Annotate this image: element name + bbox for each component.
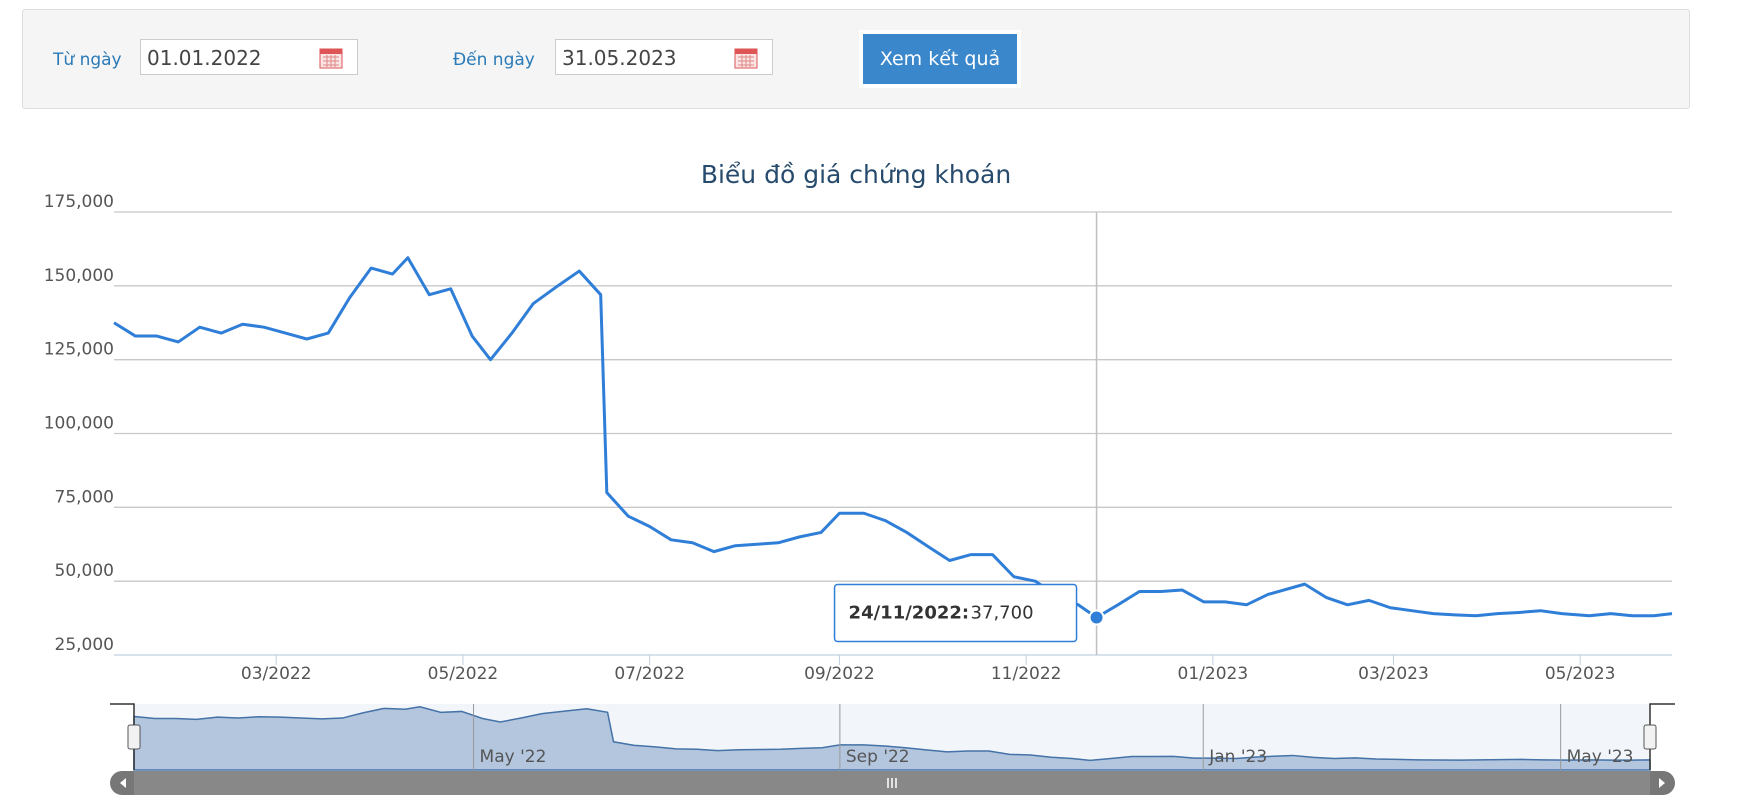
from-label: Từ ngày	[53, 50, 122, 70]
navigator-label: May '22	[480, 747, 547, 767]
navigator-label: May '23	[1567, 747, 1634, 767]
tooltip: 24/11/2022: 37,700	[833, 583, 1078, 643]
y-tick-label: 125,000	[44, 340, 114, 360]
x-tick-label: 01/2023	[1178, 664, 1249, 684]
y-tick-label: 75,000	[55, 487, 114, 507]
tooltip-value: 37,700	[971, 602, 1034, 623]
to-value: 31.05.2023	[562, 46, 677, 70]
scrollbar-grip	[887, 778, 897, 788]
from-value: 01.01.2022	[147, 46, 262, 70]
navigator-handle[interactable]	[1643, 724, 1657, 750]
date-form: Từ ngày 01.01.2022 Đến ngày 31.05.2023 X…	[22, 9, 1690, 109]
x-tick-label: 03/2023	[1358, 664, 1429, 684]
y-tick-label: 175,000	[44, 192, 114, 212]
x-tick-label: 03/2022	[241, 664, 312, 684]
scroll-left[interactable]	[120, 778, 126, 788]
tooltip-date: 24/11/2022:	[849, 602, 970, 623]
tooltip-box	[833, 583, 1078, 643]
x-tick-label: 11/2022	[991, 664, 1062, 684]
from-input[interactable]: 01.01.2022	[140, 39, 358, 75]
navigator-label: Sep '22	[846, 747, 910, 767]
x-tick-label: 07/2022	[614, 664, 685, 684]
y-tick-label: 150,000	[44, 266, 114, 286]
calendar-icon[interactable]	[319, 47, 343, 69]
x-tick-label: 05/2023	[1545, 664, 1616, 684]
navigator-area	[133, 706, 1651, 771]
navigator-label: Jan '23	[1208, 747, 1267, 767]
calendar-icon[interactable]	[734, 47, 758, 69]
navigator-handle[interactable]	[127, 724, 141, 750]
x-tick-label: 09/2022	[804, 664, 875, 684]
hover-point	[1088, 609, 1105, 626]
submit-button[interactable]: Xem kết quả	[859, 30, 1021, 88]
to-label: Đến ngày	[453, 50, 535, 70]
x-tick-label: 05/2022	[428, 664, 499, 684]
y-tick-label: 100,000	[44, 414, 114, 434]
y-tick-label: 50,000	[55, 561, 114, 581]
y-tick-label: 25,000	[55, 635, 114, 655]
chart-title: Biểu đồ giá chứng khoán	[701, 160, 1011, 189]
scroll-right[interactable]	[1659, 778, 1665, 788]
price-line	[113, 256, 1673, 619]
to-input[interactable]: 31.05.2023	[555, 39, 773, 75]
